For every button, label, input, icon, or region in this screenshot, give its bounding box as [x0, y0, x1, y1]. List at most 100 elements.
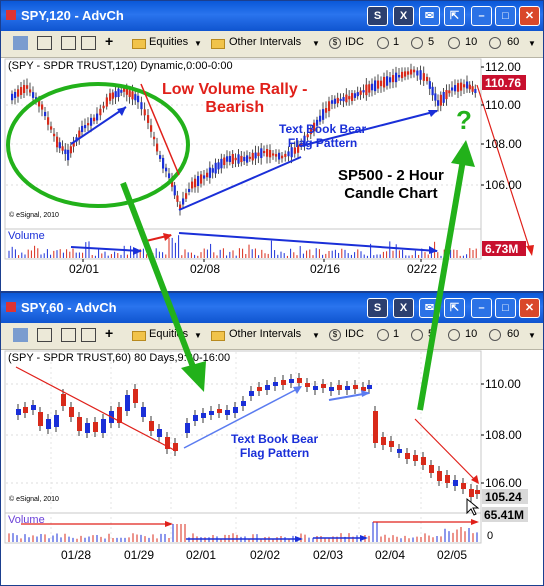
candle-body	[38, 412, 43, 426]
restore-icon[interactable]: S	[367, 6, 388, 26]
candle-body	[109, 93, 112, 101]
candle-body	[269, 149, 272, 158]
print-icon[interactable]	[81, 36, 96, 50]
exchange-icon[interactable]: $	[329, 37, 341, 49]
link-icon[interactable]	[13, 36, 28, 50]
candle-body	[300, 143, 303, 147]
interval-10[interactable]: 10	[465, 36, 478, 48]
price-chart-60[interactable]: 110.00 108.00 106.00 105.24 65.41M 0 (SPY …	[1, 349, 544, 586]
candle-body	[306, 134, 309, 138]
crosshair-icon[interactable]: +	[105, 33, 114, 49]
chevron-down-icon[interactable]: ▼	[528, 331, 536, 340]
close-icon[interactable]: ✕	[519, 6, 540, 26]
candle-body	[173, 443, 178, 451]
candle-body	[389, 77, 392, 83]
chevron-down-icon[interactable]: ▼	[528, 39, 536, 48]
candle-body	[266, 148, 269, 157]
candle-body	[201, 413, 206, 418]
candle-body	[389, 441, 394, 447]
other-intervals-button[interactable]: Other Intervals	[229, 36, 302, 48]
interval-1[interactable]: 1	[393, 36, 400, 48]
chevron-down-icon[interactable]: ▼	[312, 39, 320, 48]
crosshair-icon[interactable]: +	[105, 325, 114, 341]
highlight-ellipse	[6, 82, 190, 208]
equities-button[interactable]: Equities	[149, 36, 189, 48]
interval-1[interactable]: 1	[393, 328, 400, 340]
candle-body	[69, 146, 72, 154]
interval-icon	[448, 329, 460, 341]
interval-10[interactable]: 10	[465, 328, 478, 340]
candle-body	[78, 130, 81, 138]
chevron-down-icon[interactable]: ▼	[194, 39, 202, 48]
candle-body	[265, 385, 270, 390]
chevron-down-icon[interactable]: ▼	[312, 331, 320, 340]
candle-body	[185, 423, 190, 433]
candle-body	[353, 385, 358, 389]
candle-body	[125, 88, 128, 95]
equities-button[interactable]: Equities	[149, 328, 189, 340]
candle-body	[101, 419, 106, 433]
x-icon[interactable]: X	[393, 298, 414, 318]
candle-body	[373, 411, 378, 443]
candle-body	[157, 429, 162, 437]
maximize-icon[interactable]: □	[495, 298, 516, 318]
candle-body	[14, 92, 17, 98]
candle-body	[319, 115, 322, 122]
price-chart-120[interactable]: 112.00 110.00 108.00 106.00 110.76 6.73M (S…	[1, 57, 544, 292]
candle-body	[397, 449, 402, 453]
candle-body	[156, 143, 159, 152]
idc-button[interactable]: IDC	[345, 328, 364, 340]
candle-body	[374, 80, 377, 92]
last-price: 110.76	[485, 76, 521, 90]
candle-body	[421, 457, 426, 465]
title-bar[interactable]: SPY,120 - AdvCh S X ✉ ⇱ – □ ✕	[1, 1, 543, 31]
candle-body	[56, 136, 59, 148]
bell-icon[interactable]: ✉	[419, 6, 440, 26]
export-icon[interactable]: ⇱	[444, 6, 465, 26]
low-volume-rally-annotation: Low Volume Rally - Bearish	[162, 81, 308, 116]
candle-body	[475, 490, 480, 494]
candle-body	[137, 95, 140, 103]
volume-decline-arrow	[178, 232, 438, 252]
candle-body	[428, 81, 431, 89]
bell-icon[interactable]: ✉	[419, 298, 440, 318]
drop-line	[140, 83, 180, 176]
candle-body	[331, 100, 334, 104]
print-icon[interactable]	[81, 328, 96, 342]
maximize-icon[interactable]: □	[495, 6, 516, 26]
chart-toolbar: + Equities ▼ Other Intervals ▼ $ IDC 1 5…	[1, 31, 543, 58]
minimize-icon[interactable]: –	[471, 298, 492, 318]
interval-5[interactable]: 5	[428, 36, 435, 48]
other-intervals-button[interactable]: Other Intervals	[229, 328, 302, 340]
candle-body	[345, 94, 348, 103]
candle-body	[257, 152, 260, 157]
minimize-icon[interactable]: –	[471, 6, 492, 26]
candle-body	[309, 128, 312, 135]
interval-60[interactable]: 60	[507, 36, 520, 48]
chevron-down-icon[interactable]: ▼	[194, 331, 202, 340]
exchange-icon[interactable]: $	[329, 329, 341, 341]
interval-60[interactable]: 60	[507, 328, 520, 340]
candle-body	[451, 87, 454, 91]
candle-body	[149, 421, 154, 431]
page-icon[interactable]	[61, 328, 76, 342]
restore-icon[interactable]: S	[367, 298, 388, 318]
decline-line	[414, 418, 479, 484]
x-icon[interactable]: X	[393, 6, 414, 26]
date-axis-label: 02/05	[437, 548, 467, 562]
date-axis-label: 02/04	[375, 548, 405, 562]
candle-body	[234, 157, 237, 161]
idc-button[interactable]: IDC	[345, 36, 364, 48]
page-icon[interactable]	[61, 36, 76, 50]
link-icon[interactable]	[13, 328, 28, 342]
candle-body	[134, 94, 137, 101]
copy-icon[interactable]	[37, 36, 52, 50]
close-icon[interactable]: ✕	[519, 298, 540, 318]
export-icon[interactable]: ⇱	[444, 298, 465, 318]
copy-icon[interactable]	[37, 328, 52, 342]
title-bar[interactable]: SPY,60 - AdvCh S X ✉ ⇱ – □ ✕	[1, 293, 543, 323]
candle-body	[208, 167, 212, 178]
price-axis-label: 106.00	[485, 178, 522, 192]
candle-body	[313, 122, 316, 132]
interval-5[interactable]: 5	[428, 328, 435, 340]
